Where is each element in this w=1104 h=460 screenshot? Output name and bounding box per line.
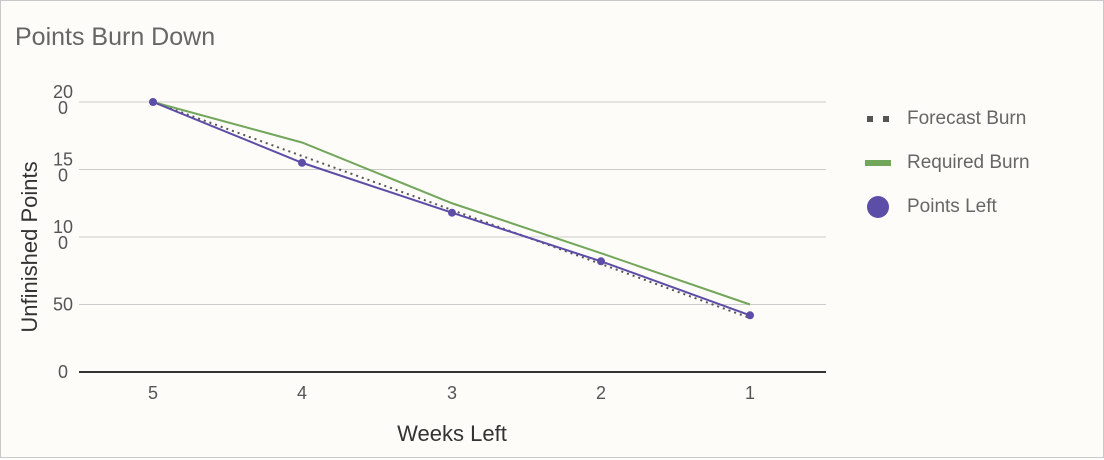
x-tick-label: 5 [148,383,158,403]
x-tick-label: 3 [447,383,457,403]
x-tick-label: 1 [745,383,755,403]
legend-item-points-left[interactable]: Points Left [863,185,1030,229]
y-axis-label: Unfinished Points [17,161,42,332]
data-point-points-left [149,98,157,106]
y-tick-label: 0 [58,362,68,382]
y-tick-label: 20 0 [53,82,73,118]
legend-label: Points Left [907,196,997,217]
x-tick-label: 4 [297,383,307,403]
circle-marker-icon [863,196,893,218]
legend-item-forecast-burn[interactable]: Forecast Burn [863,97,1030,141]
x-tick-label: 2 [596,383,606,403]
series-line-required-burn [152,101,751,306]
y-tick-label: 15 0 [53,150,73,186]
dotted-line-icon [863,109,893,129]
series-line-forecast-burn [152,101,751,319]
data-point-points-left [298,158,306,167]
data-point-points-left [448,208,456,217]
y-tick-label: 50 [53,295,73,315]
solid-line-icon [863,153,893,173]
legend-label: Forecast Burn [907,108,1027,129]
legend-item-required-burn[interactable]: Required Burn [863,141,1030,185]
legend: Forecast Burn Required Burn Points Left [863,97,1030,229]
data-point-points-left [746,311,754,320]
chart-title: Points Burn Down [15,23,216,51]
data-point-points-left [597,257,605,266]
y-tick-label: 10 0 [53,217,73,253]
legend-label: Required Burn [907,152,1030,173]
series-line-points-left [152,101,751,317]
x-axis-label: Weeks Left [397,421,507,446]
